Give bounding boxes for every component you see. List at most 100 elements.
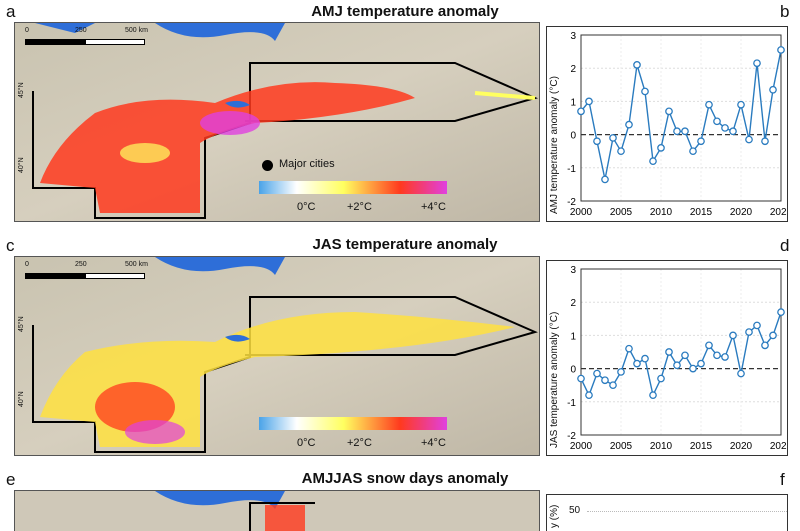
y-tick-label: 3 (570, 31, 576, 42)
data-point (697, 359, 705, 368)
scale-label: 0 (25, 261, 29, 268)
chart-panel-f: 50 (546, 494, 788, 531)
chart-b-svg: -2 -1 0 1 2 3 2000 2005 2010 2015 2020 2025 (567, 31, 792, 218)
panel-label-e: e (6, 470, 16, 489)
x-tick-label: 2025 (770, 207, 787, 218)
chart-panel-b: -2 -1 0 1 2 3 2000 2005 2010 2015 2020 2025 (546, 26, 793, 222)
data-point (641, 354, 649, 363)
y-tick-label: -1 (567, 164, 576, 175)
data-point (665, 348, 673, 356)
colorbar-tick: 0°C (297, 201, 316, 213)
lat-label: 45°N (18, 82, 25, 98)
data-point (689, 364, 697, 373)
scale-bar: 0 250 500 km (25, 261, 165, 287)
lake-icon (225, 334, 250, 342)
data-point (745, 135, 753, 144)
data-point (657, 144, 665, 152)
map-panel-c: 0 250 500 km 45°N 40°N 0°C +2°C +4°C (14, 256, 540, 456)
data-point (673, 361, 681, 370)
y-tick-label: 1 (570, 97, 576, 108)
data-point (617, 147, 625, 156)
x-tick-label: 2010 (650, 207, 673, 218)
x-tick-label: 2010 (650, 441, 673, 452)
data-point (705, 341, 713, 350)
lake-icon (225, 100, 250, 108)
data-point (753, 321, 761, 330)
data-point (585, 97, 593, 106)
x-tick-label: 2005 (610, 207, 633, 218)
data-point (721, 124, 729, 132)
panel-label-c: c (6, 236, 15, 255)
x-tick-label: 2000 (570, 441, 593, 452)
data-point (593, 137, 601, 146)
data-point (737, 369, 745, 378)
data-point (745, 328, 753, 336)
y-tick-label: -2 (567, 197, 576, 208)
plot-frame (580, 268, 782, 436)
colorbar-tick: +4°C (421, 201, 446, 213)
legend-city-label: Major cities (279, 158, 335, 170)
data-point (601, 175, 609, 184)
data-point (761, 137, 769, 146)
data-point (593, 369, 601, 378)
hot-anomaly-region (200, 111, 260, 135)
scale-label: 500 km (125, 261, 148, 268)
x-tick-label: 2015 (690, 441, 713, 452)
y-tick-label: 0 (570, 365, 576, 376)
colorbar (259, 181, 447, 194)
x-tick-label: 2005 (610, 441, 633, 452)
panel-label-b: b (780, 2, 790, 21)
x-tick-label: 2000 (570, 207, 593, 218)
panel-label-d: d (780, 236, 790, 255)
y-axis-label: AMJ temperature anomaly (°C) (549, 76, 560, 214)
y-tick-label: -2 (567, 431, 576, 442)
data-point (753, 59, 761, 68)
data-point (649, 391, 657, 400)
map-panel-e (14, 490, 540, 531)
colorbar-tick: 0°C (297, 437, 316, 449)
data-point (713, 351, 721, 360)
lat-label: 40°N (18, 157, 25, 173)
data-point (577, 107, 585, 116)
panel-title-a: AMJ temperature anomaly (311, 3, 499, 20)
data-point (769, 331, 777, 340)
data-point (641, 87, 649, 96)
x-tick-label: 2015 (690, 207, 713, 218)
data-point (681, 351, 689, 360)
data-point (713, 117, 721, 126)
y-tick-label: 1 (570, 331, 576, 342)
data-point (777, 46, 785, 54)
data-point (617, 368, 625, 376)
lake-icon (35, 23, 95, 33)
x-tick-label: 2025 (770, 441, 787, 452)
y-tick-label: -1 (567, 398, 576, 409)
scale-label: 250 (75, 261, 87, 268)
panel-title-c: JAS temperature anomaly (312, 236, 498, 253)
data-point (657, 374, 665, 383)
mild-anomaly-region (120, 143, 170, 163)
map-c-svg (15, 257, 539, 455)
data-point (577, 374, 585, 383)
y-tick-label: 3 (570, 265, 576, 276)
y-axis-label: JAS temperature anomaly (°C) (549, 311, 560, 448)
data-point (601, 376, 609, 385)
colorbar-tick: +2°C (347, 437, 372, 449)
data-point (777, 308, 785, 317)
data-point (625, 120, 633, 129)
x-tick-label: 2020 (730, 207, 753, 218)
colorbar (259, 417, 447, 430)
colorbar-tick: +4°C (421, 437, 446, 449)
data-point (761, 341, 769, 350)
y-tick-label: 50 (569, 505, 581, 516)
lat-label: 40°N (18, 391, 25, 407)
warm-anomaly-region (95, 382, 175, 432)
data-point (633, 359, 641, 368)
scale-label: 250 (75, 27, 87, 34)
anomaly-region (265, 505, 305, 531)
x-tick-label: 2020 (730, 441, 753, 452)
scale-bar: 0 250 500 km (25, 27, 165, 53)
mild-anomaly-region (474, 91, 536, 100)
scale-label: 500 km (125, 27, 148, 34)
data-point (585, 391, 593, 400)
data-point (769, 85, 777, 94)
